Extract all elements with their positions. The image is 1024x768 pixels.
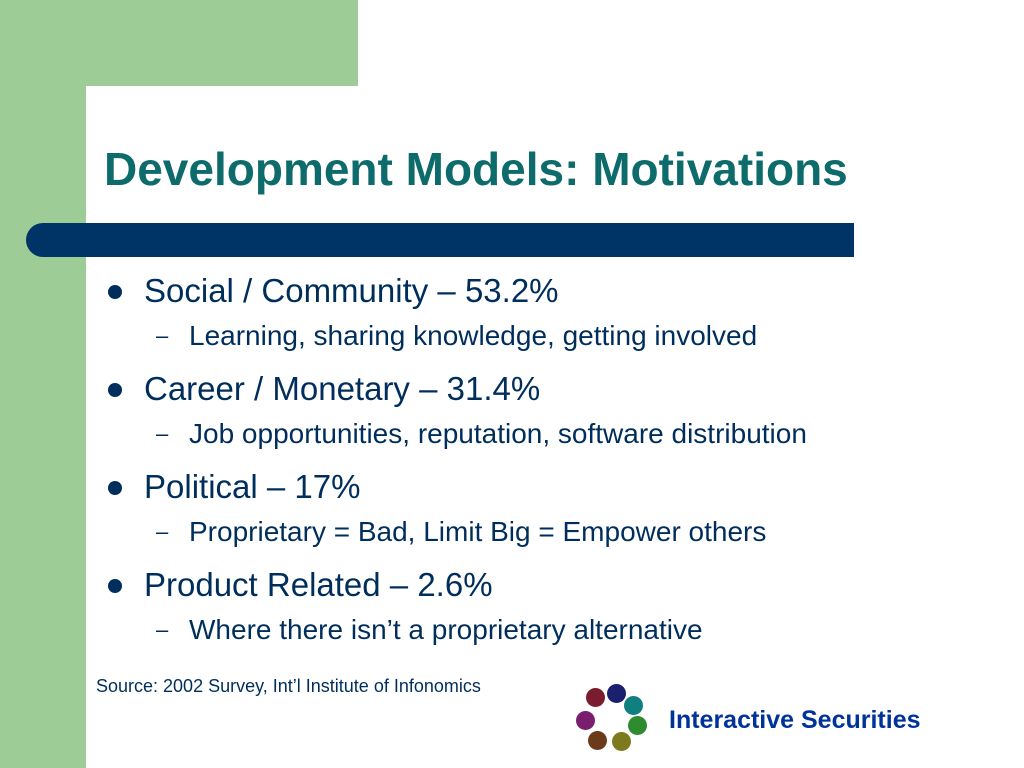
bullet-dot-icon [108, 579, 122, 593]
rounded-corner [86, 86, 146, 146]
logo-dot [628, 716, 647, 735]
logo-dot [586, 688, 605, 707]
title-underline-bar [26, 223, 854, 257]
slide-title: Development Models: Motivations [104, 143, 848, 195]
sub-bullet-item: – Learning, sharing knowledge, getting i… [108, 314, 807, 366]
logo-dot [612, 732, 631, 751]
sub-bullet-item: – Job opportunities, reputation, softwar… [108, 412, 807, 464]
sub-bullet-label: Learning, sharing knowledge, getting inv… [189, 320, 758, 351]
bullet-item: Career / Monetary – 31.4% [108, 366, 807, 412]
green-top-band [86, 0, 358, 86]
bullet-item: Social / Community – 53.2% [108, 268, 807, 314]
sub-bullet-item: – Where there isn’t a proprietary altern… [108, 608, 807, 660]
dash-icon: – [156, 617, 169, 642]
dash-icon: – [156, 421, 169, 446]
bullet-label: Social / Community – 53.2% [144, 272, 559, 309]
dash-icon: – [156, 519, 169, 544]
bullet-label: Career / Monetary – 31.4% [144, 370, 541, 407]
bullet-item: Product Related – 2.6% [108, 562, 807, 608]
logo-dot [588, 731, 607, 750]
green-sidebar-band [0, 0, 86, 768]
sub-bullet-item: – Proprietary = Bad, Limit Big = Empower… [108, 510, 807, 562]
bullet-dot-icon [108, 383, 122, 397]
logo-dot [576, 711, 595, 730]
logo-dot [607, 684, 626, 703]
logo-dots-icon [574, 684, 648, 754]
sub-bullet-label: Where there isn’t a proprietary alternat… [189, 614, 703, 645]
bullet-dot-icon [108, 481, 122, 495]
bullet-list: Social / Community – 53.2% – Learning, s… [108, 268, 807, 660]
bullet-item: Political – 17% [108, 464, 807, 510]
bullet-label: Product Related – 2.6% [144, 566, 493, 603]
sub-bullet-label: Proprietary = Bad, Limit Big = Empower o… [189, 516, 767, 547]
sub-bullet-label: Job opportunities, reputation, software … [189, 418, 807, 449]
bullet-label: Political – 17% [144, 468, 361, 505]
source-note: Source: 2002 Survey, Int’l Institute of … [96, 676, 481, 696]
brand-name: Interactive Securities [669, 706, 921, 734]
bullet-dot-icon [108, 285, 122, 299]
logo-dot [624, 696, 643, 715]
dash-icon: – [156, 323, 169, 348]
